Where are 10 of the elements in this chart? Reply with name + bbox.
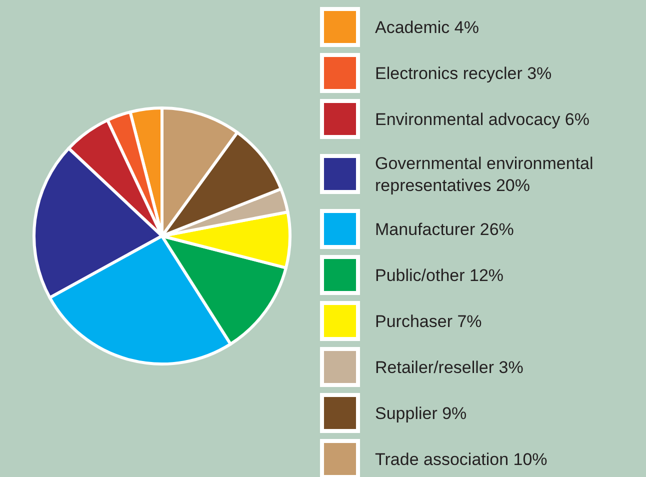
- legend-label: Purchaser 7%: [375, 312, 482, 330]
- legend-label: Supplier 9%: [375, 404, 467, 422]
- legend-label: Electronics recycler 3%: [375, 64, 552, 82]
- legend-label: Academic 4%: [375, 18, 479, 36]
- legend-label: Environmental advocacy 6%: [375, 110, 590, 128]
- legend-label: Public/other 12%: [375, 266, 504, 284]
- legend-label: Governmental environmental representatives 20%: [375, 154, 594, 194]
- legend-label: Retailer/reseller 3%: [375, 358, 524, 376]
- legend-label: Trade association 10%: [375, 450, 548, 468]
- legend-label: Manufacturer 26%: [375, 220, 514, 238]
